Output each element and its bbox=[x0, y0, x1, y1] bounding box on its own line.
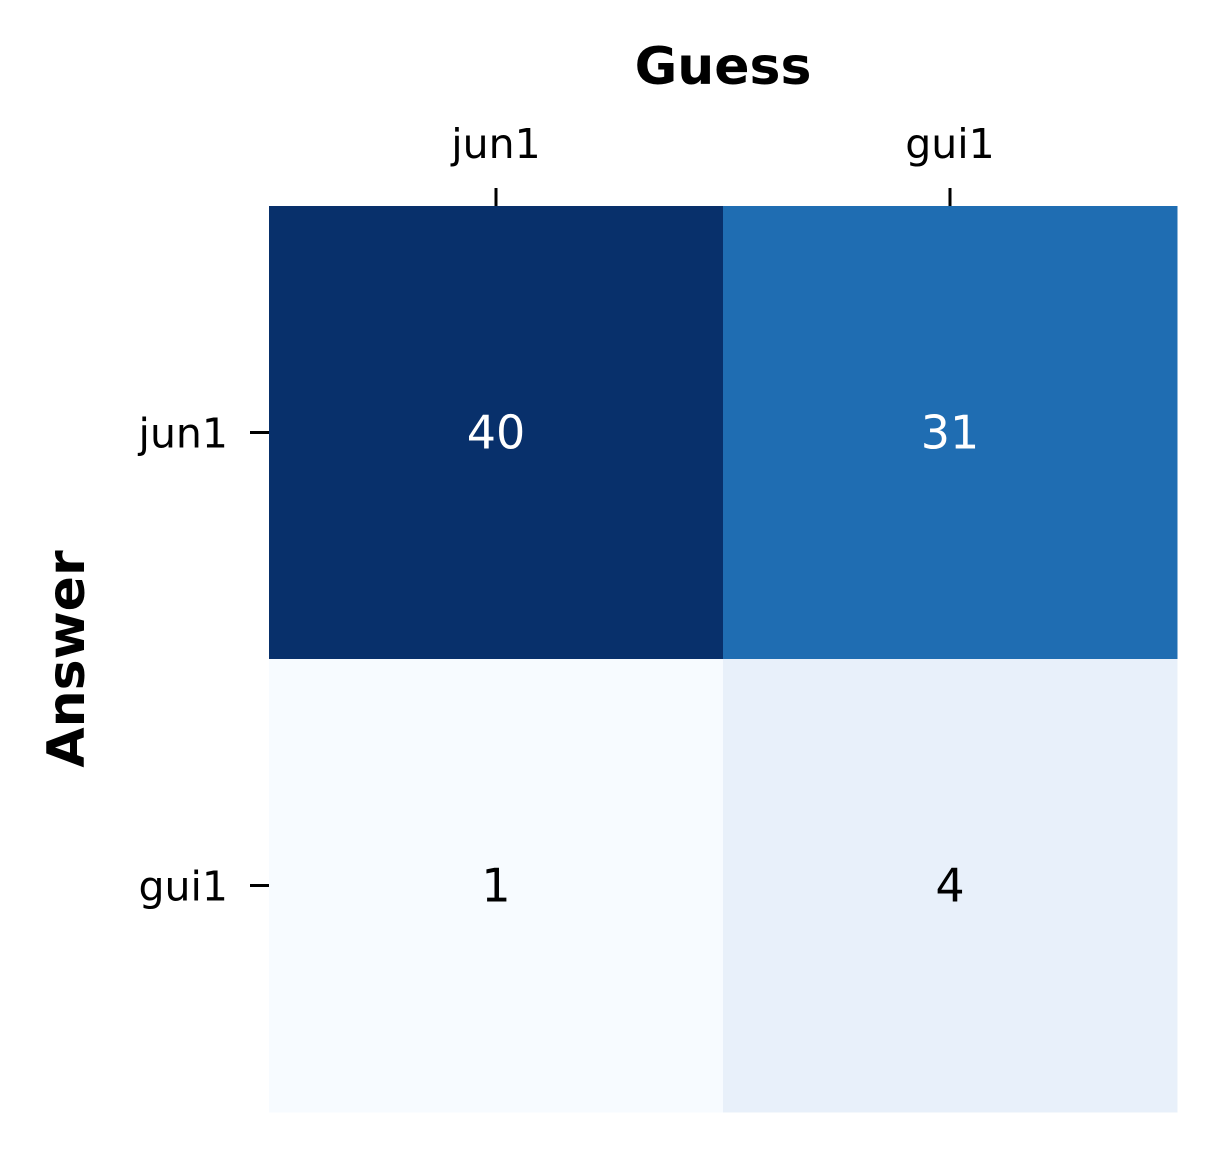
x-axis-ticks: jun1 gui1 bbox=[450, 120, 995, 206]
cell-value-label: 4 bbox=[935, 859, 964, 913]
cell-value-label: 40 bbox=[467, 406, 526, 460]
cell-value-label: 1 bbox=[481, 859, 510, 913]
x-axis-title: Guess bbox=[635, 37, 812, 97]
x-tick-label: jun1 bbox=[450, 120, 540, 168]
heatmap-cell-jun1-jun1 bbox=[269, 206, 724, 660]
y-axis-title: Answer bbox=[37, 550, 97, 768]
y-tick-label: jun1 bbox=[138, 410, 228, 458]
x-tick-label: gui1 bbox=[905, 120, 995, 168]
heatmap-cells: 40 31 1 4 bbox=[269, 206, 1178, 1113]
heatmap-cell-jun1-gui1 bbox=[723, 206, 1178, 660]
y-tick-label: gui1 bbox=[139, 863, 229, 911]
heatmap-cell-gui1-gui1 bbox=[723, 659, 1178, 1113]
y-axis-ticks: jun1 gui1 bbox=[138, 410, 269, 911]
heatmap-cell-gui1-jun1 bbox=[269, 659, 724, 1113]
cell-value-label: 31 bbox=[921, 406, 980, 460]
